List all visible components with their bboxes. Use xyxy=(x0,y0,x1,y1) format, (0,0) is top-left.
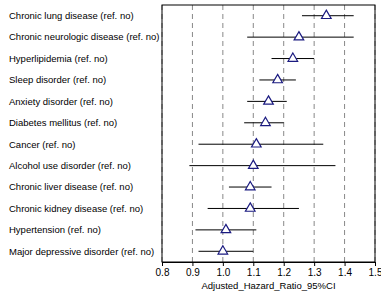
x-tick-label: 1.4 xyxy=(338,267,352,278)
point-estimate xyxy=(221,224,231,232)
confidence-interval xyxy=(199,144,324,145)
category-label: Hypertension (ref. no) xyxy=(9,224,101,235)
x-tick: 1.0 xyxy=(216,262,230,278)
x-axis-title: Adjusted_Hazard_Ratio_95%CI xyxy=(201,280,335,291)
point-estimate xyxy=(264,96,274,104)
point-estimate xyxy=(248,160,258,168)
x-tick-mark xyxy=(375,262,376,266)
category-label: Chronic kidney disease (ref. no) xyxy=(9,203,143,214)
grid-line xyxy=(222,5,223,262)
category-label: Major depressive disorder (ref. no) xyxy=(9,246,154,257)
x-tick-mark xyxy=(223,262,224,266)
category-label: Cancer (ref. no) xyxy=(9,139,76,150)
category-label: Diabetes mellitus (ref. no) xyxy=(9,117,117,128)
point-estimate xyxy=(294,32,304,40)
x-tick-label: 1.3 xyxy=(308,267,322,278)
category-labels: Chronic lung disease (ref. no) Chronic ne… xyxy=(9,10,160,257)
grid xyxy=(162,5,375,262)
confidence-interval xyxy=(189,165,335,166)
x-tick: 0.9 xyxy=(186,262,200,278)
x-tick-label: 1.0 xyxy=(216,267,230,278)
marks xyxy=(189,10,353,254)
grid-line xyxy=(283,5,284,262)
x-tick-label: 1.5 xyxy=(369,267,381,278)
grid-line xyxy=(314,5,315,262)
frame xyxy=(162,5,375,262)
x-tick-mark xyxy=(162,262,163,266)
grid-line xyxy=(253,5,254,262)
x-tick-label: 0.8 xyxy=(156,267,170,278)
plot: 0.8 0.9 1.0 1.1 1.2 1.3 1.4 1.5 xyxy=(156,5,381,278)
point-estimate xyxy=(245,203,255,211)
x-axis: 0.8 0.9 1.0 1.1 1.2 1.3 1.4 1.5 xyxy=(156,262,381,278)
chart: 0.8 0.9 1.0 1.1 1.2 1.3 1.4 1.5 Adjusted_Hazard_… xyxy=(0,0,381,293)
category-label: Chronic liver disease (ref. no) xyxy=(9,181,133,192)
point-estimate xyxy=(261,117,271,125)
category-label: Alcohol use disorder (ref. no) xyxy=(9,160,131,171)
x-axis-line xyxy=(163,263,376,267)
point-estimate xyxy=(252,139,262,147)
x-tick-mark xyxy=(192,262,193,266)
category-label: Anxiety disorder (ref. no) xyxy=(9,96,113,107)
point-estimate xyxy=(245,181,255,189)
x-tick: 1.3 xyxy=(308,262,322,278)
x-tick-mark xyxy=(314,262,315,266)
x-tick-mark xyxy=(284,262,285,266)
point-estimate xyxy=(322,10,332,18)
x-tick-label: 1.2 xyxy=(277,267,291,278)
x-tick: 1.5 xyxy=(369,262,381,278)
grid-line xyxy=(344,5,345,262)
grid-line xyxy=(192,5,193,262)
category-label: Hyperlipidemia (ref. no) xyxy=(9,53,108,64)
category-label: Sleep disorder (ref. no) xyxy=(9,74,106,85)
x-tick-mark xyxy=(345,262,346,266)
x-tick-mark xyxy=(253,262,254,266)
x-tick: 1.1 xyxy=(247,262,261,278)
x-tick: 0.8 xyxy=(156,262,170,278)
x-tick-label: 0.9 xyxy=(186,267,200,278)
x-tick: 1.4 xyxy=(338,262,352,278)
x-tick: 1.2 xyxy=(277,262,291,278)
point-estimate xyxy=(288,53,298,61)
x-tick-label: 1.1 xyxy=(247,267,261,278)
point-estimate xyxy=(273,74,283,82)
category-label: Chronic lung disease (ref. no) xyxy=(9,10,134,21)
point-estimate xyxy=(218,246,228,254)
category-label: Chronic neurologic disease (ref. no) xyxy=(9,31,160,42)
